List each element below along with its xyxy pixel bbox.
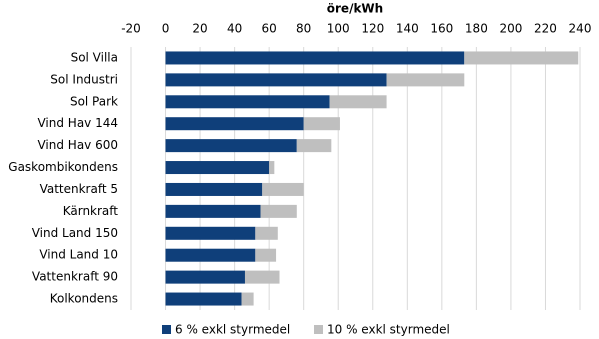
y-tick-label: Kärnkraft bbox=[63, 204, 119, 218]
bar-segment bbox=[165, 226, 256, 240]
x-tick-label: 200 bbox=[499, 22, 522, 36]
bar-segment bbox=[260, 204, 297, 218]
bar-segment bbox=[255, 248, 277, 262]
bar-segment bbox=[296, 139, 332, 153]
y-tick-label: Vattenkraft 90 bbox=[32, 270, 118, 284]
x-tick-label: 100 bbox=[327, 22, 350, 36]
bar-segment bbox=[165, 248, 256, 262]
x-tick-label: 140 bbox=[396, 22, 419, 36]
x-tick-label: 180 bbox=[465, 22, 488, 36]
x-tick-label: 60 bbox=[262, 22, 277, 36]
legend-swatch bbox=[314, 325, 323, 334]
x-tick-label: 120 bbox=[361, 22, 384, 36]
x-tick-label: 240 bbox=[569, 22, 592, 36]
bar-segment bbox=[241, 292, 254, 306]
bar-segment bbox=[165, 139, 297, 153]
bar-segment bbox=[464, 51, 579, 65]
legend-label: 6 % exkl styrmedel bbox=[175, 323, 290, 337]
y-tick-label: Sol Industri bbox=[50, 72, 118, 86]
bar-segment bbox=[262, 182, 304, 196]
legend-label: 10 % exkl styrmedel bbox=[327, 323, 450, 337]
bar-segment bbox=[165, 182, 263, 196]
bar-segment bbox=[386, 73, 465, 87]
bar-segment bbox=[165, 270, 245, 284]
bar-segment bbox=[165, 95, 330, 109]
x-tick-label: 0 bbox=[162, 22, 170, 36]
x-tick-label: 80 bbox=[296, 22, 311, 36]
bar-segment bbox=[244, 270, 280, 284]
y-tick-label: Kolkondens bbox=[50, 292, 118, 306]
bar-segment bbox=[255, 226, 278, 240]
x-tick-label: 160 bbox=[430, 22, 453, 36]
bar-segment bbox=[165, 117, 304, 131]
bar-segment bbox=[165, 204, 261, 218]
y-tick-label: Sol Villa bbox=[71, 50, 118, 64]
y-tick-label: Vind Hav 600 bbox=[37, 138, 118, 152]
x-tick-label: 20 bbox=[192, 22, 207, 36]
bar-segment bbox=[303, 117, 340, 131]
y-tick-label: Vind Hav 144 bbox=[37, 116, 118, 130]
legend-swatch bbox=[162, 325, 171, 334]
y-tick-label: Vattenkraft 5 bbox=[40, 182, 118, 196]
bar-segment bbox=[165, 73, 387, 87]
y-tick-label: Sol Park bbox=[70, 94, 118, 108]
axis-title: öre/kWh bbox=[327, 2, 383, 16]
y-tick-label: Gaskombikondens bbox=[8, 160, 118, 174]
y-tick-label: Vind Land 150 bbox=[32, 226, 118, 240]
bar-segment bbox=[165, 292, 242, 306]
bar-segment bbox=[165, 161, 270, 175]
bar-segment bbox=[165, 51, 465, 65]
bar-segment bbox=[269, 161, 275, 175]
x-tick-label: -20 bbox=[121, 22, 141, 36]
y-tick-label: Vind Land 10 bbox=[39, 248, 118, 262]
x-tick-label: 220 bbox=[534, 22, 557, 36]
x-tick-label: 40 bbox=[227, 22, 242, 36]
bar-segment bbox=[329, 95, 387, 109]
